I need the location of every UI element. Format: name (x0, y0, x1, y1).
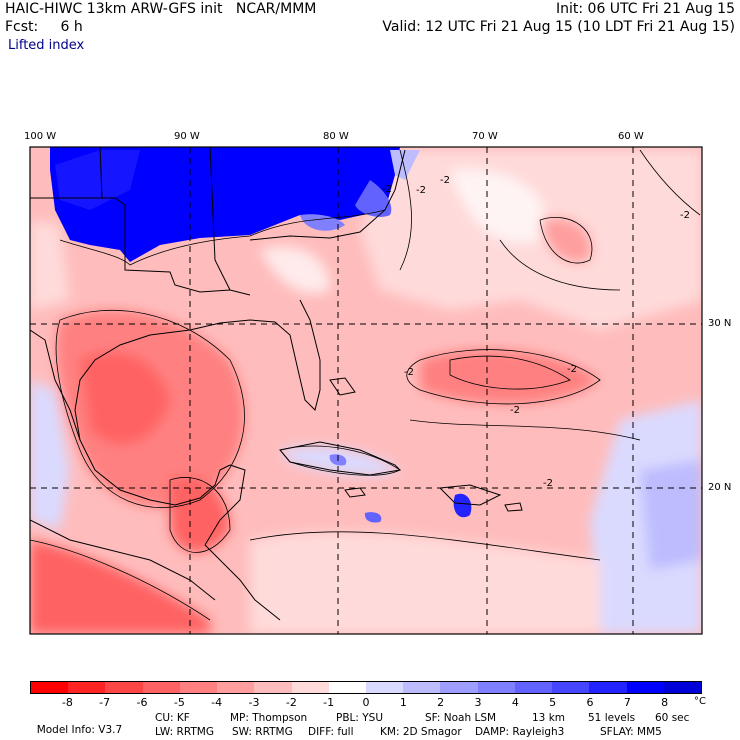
lon-label-60w: 60 W (618, 131, 644, 142)
contour-label: -2 (680, 210, 690, 221)
valid-time: Valid: 12 UTC Fri 21 Aug 15 (10 LDT Fri … (382, 19, 735, 35)
colorbar-swatch (365, 682, 404, 693)
model-info-sw: SW: RRTMG (232, 726, 293, 738)
colorbar-swatch (68, 682, 106, 693)
colorbar-swatch (663, 682, 701, 693)
coastlines (30, 147, 523, 621)
colorbar-swatch (440, 682, 478, 693)
colorbar-tick-label: -6 (136, 696, 148, 709)
colorbar-swatch (31, 682, 69, 693)
colorbar-swatch (477, 682, 515, 693)
lat-label-30n: 30 N (708, 318, 732, 329)
colorbar-swatch (514, 682, 553, 693)
colorbar-tick-label: 1 (399, 696, 407, 709)
contour-label: -2 (440, 175, 450, 186)
colorbar-tick-label: -1 (323, 696, 335, 709)
colorbar-swatch (254, 682, 292, 693)
model-title: HAIC-HIWC 13km ARW-GFS init NCAR/MMM (5, 1, 317, 17)
model-info-sflay: SFLAY: MM5 (600, 726, 662, 738)
model-info-row1: Model Info: V3.7 (30, 712, 123, 736)
lon-label-70w: 70 W (472, 131, 498, 142)
shaded-field (30, 150, 702, 634)
colorbar-tick-label: -2 (285, 696, 297, 709)
forecast-hour: Fcst: 6 h (5, 19, 83, 35)
colorbar-swatch (626, 682, 664, 693)
map-frame (29, 146, 703, 635)
contour-label: -2 (382, 184, 392, 195)
model-info-sf: SF: Noah LSM (425, 712, 497, 724)
model-info-diff: DIFF: full (308, 726, 354, 738)
lifted-index-map: -2 -2 -2 -2 -2 -2 -2 -2 (29, 146, 703, 635)
model-info-mp: MP: Thompson (230, 712, 308, 724)
model-info-cu: CU: KF (155, 712, 190, 724)
colorbar-swatch (291, 682, 329, 693)
contour-lines (30, 149, 701, 621)
model-info-pbl: PBL: YSU (336, 712, 384, 724)
colorbar-tick-label: 7 (623, 696, 631, 709)
colorbar-swatch (328, 682, 366, 693)
colorbar-tick-label: 8 (661, 696, 669, 709)
stable-blob-hispaniola (453, 493, 472, 518)
contour-label: -2 (510, 405, 520, 416)
colorbar-tick-label: -5 (173, 696, 185, 709)
colorbar-swatch (179, 682, 218, 693)
colorbar-tick-label: -7 (99, 696, 111, 709)
colorbar-swatch (589, 682, 627, 693)
colorbar-tick-label: -8 (61, 696, 73, 709)
contour-label: -2 (543, 478, 553, 489)
contour-label: -2 (416, 185, 426, 196)
colorbar-tick-label: -4 (211, 696, 223, 709)
lon-label-90w: 90 W (174, 131, 200, 142)
stable-region-north (50, 147, 400, 262)
colorbar-tick-label: 0 (362, 696, 370, 709)
colorbar-tick-label: 2 (437, 696, 445, 709)
model-info-version: Model Info: V3.7 (36, 724, 123, 736)
lon-label-80w: 80 W (323, 131, 349, 142)
contour-label: -2 (404, 367, 414, 378)
model-info-timestep: 60 sec (655, 712, 690, 724)
colorbar-swatch (105, 682, 143, 693)
field-name: Lifted index (8, 38, 85, 53)
lat-lon-grid (30, 147, 702, 634)
colorbar (30, 681, 702, 694)
colorbar-swatch (403, 682, 441, 693)
lon-label-100w: 100 W (24, 131, 57, 142)
model-info-resolution: 13 km (532, 712, 566, 724)
colorbar-tick-label: 5 (549, 696, 557, 709)
colorbar-tick-label: -3 (248, 696, 260, 709)
model-info-km: KM: 2D Smagor (380, 726, 462, 738)
model-info-lw: LW: RRTMG (155, 726, 214, 738)
lat-label-20n: 20 N (708, 482, 732, 493)
contour-label: -2 (567, 364, 577, 375)
model-info-levels: 51 levels (588, 712, 636, 724)
colorbar-unit: °C (694, 696, 706, 707)
colorbar-swatch (552, 682, 590, 693)
colorbar-tick-label: 6 (586, 696, 594, 709)
colorbar-swatch (142, 682, 180, 693)
colorbar-tick-label: 3 (474, 696, 482, 709)
colorbar-tick-label: 4 (511, 696, 519, 709)
model-info-damp: DAMP: Rayleigh3 (475, 726, 565, 738)
colorbar-swatch (217, 682, 255, 693)
init-time: Init: 06 UTC Fri 21 Aug 15 (555, 1, 735, 17)
